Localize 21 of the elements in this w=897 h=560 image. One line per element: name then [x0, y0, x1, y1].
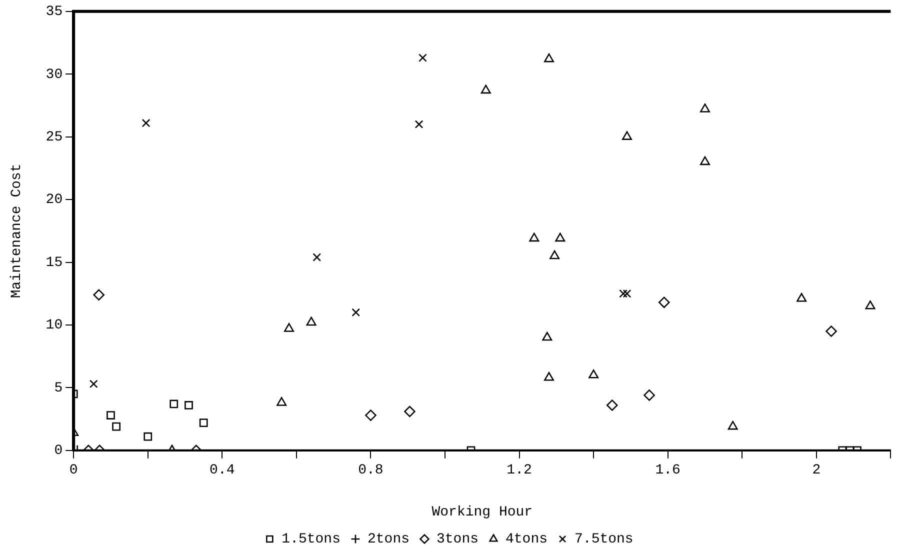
x-tick-label: 1.6 — [655, 462, 680, 479]
legend-label: 1.5tons — [282, 532, 340, 548]
legend-label: 3tons — [436, 532, 479, 548]
y-tick-label: 10 — [46, 318, 63, 334]
y-tick-label: 30 — [46, 66, 63, 83]
y-tick-label: 25 — [46, 130, 63, 146]
x-axis-title: Working Hour — [432, 504, 533, 520]
x-tick-label: 0.8 — [358, 462, 384, 479]
x-tick-label: 0.4 — [210, 462, 235, 479]
legend-label: 4tons — [506, 532, 548, 548]
legend-label: 2tons — [367, 532, 410, 548]
y-tick-label: 0 — [54, 443, 63, 460]
y-axis-title: Maintenance Cost — [9, 164, 26, 298]
y-tick-label: 20 — [46, 192, 63, 208]
x-tick-label: 1.2 — [506, 462, 532, 479]
x-tick-label: 0 — [69, 462, 78, 479]
x-tick-label: 2 — [812, 462, 821, 479]
y-tick-label: 15 — [46, 254, 63, 271]
legend-label: 7.5tons — [574, 532, 634, 548]
y-tick-label: 35 — [46, 4, 63, 20]
y-tick-label: 5 — [54, 380, 63, 396]
